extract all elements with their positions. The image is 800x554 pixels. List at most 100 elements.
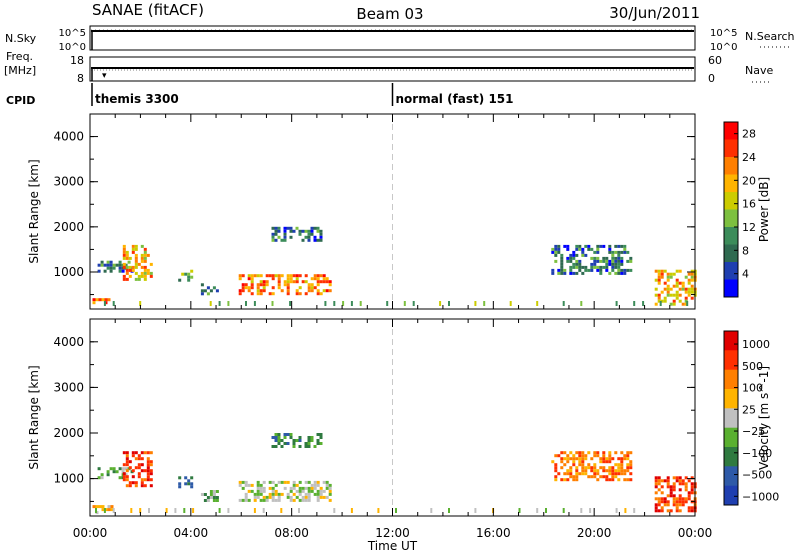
echo-cell <box>319 292 323 296</box>
echo-cell <box>322 280 326 284</box>
echo-cell <box>611 466 615 470</box>
echo-cell <box>626 469 630 473</box>
echo-cell <box>657 503 661 507</box>
echo-cell <box>617 463 621 467</box>
echo-cell <box>675 269 679 273</box>
echo-cell <box>629 268 633 272</box>
freq-tick-top: 18 <box>70 54 84 67</box>
echo-cell <box>292 483 296 487</box>
echo-cell <box>125 475 129 479</box>
echo-cell <box>608 244 612 248</box>
echo-cell <box>560 451 564 455</box>
echo-cell <box>687 509 691 513</box>
echo-cell <box>575 262 579 266</box>
echo-cell <box>280 274 284 278</box>
echo-cell <box>629 451 633 455</box>
echo-cell <box>581 457 585 461</box>
echo-cell <box>313 492 317 496</box>
echo-cell <box>325 280 329 284</box>
echo-cell <box>137 466 141 470</box>
echo-cell <box>310 289 314 293</box>
echo-cell <box>283 442 287 445</box>
echo-cell <box>681 281 685 285</box>
echo-cell <box>115 470 119 474</box>
echo-cell <box>92 298 96 302</box>
echo-cell <box>146 271 150 275</box>
echo-cell <box>620 469 624 473</box>
echo-cell <box>280 289 284 293</box>
echo-cell <box>554 244 558 248</box>
echo-cell <box>134 481 138 485</box>
echo-cell <box>690 287 694 291</box>
echo-cell <box>681 287 685 291</box>
echo-cell <box>298 232 302 236</box>
echo-cell <box>316 439 320 442</box>
echo-cell <box>608 250 612 254</box>
echo-cell <box>140 244 144 248</box>
echo-cell <box>575 265 579 269</box>
echo-cell <box>124 263 128 267</box>
echo-cell <box>316 289 320 293</box>
echo-cell <box>131 454 135 458</box>
echo-cell <box>268 486 272 490</box>
echo-cell <box>690 296 694 300</box>
date-title: 30/Jun/2011 <box>609 4 700 22</box>
y-tick-label: 1000 <box>53 265 84 279</box>
echo-cell <box>316 480 320 484</box>
echo-cell <box>672 482 676 486</box>
echo-cell <box>319 492 323 496</box>
echo-cell <box>212 499 216 502</box>
echo-cell <box>125 469 129 473</box>
colorbar-cell <box>724 244 738 263</box>
echo-cell <box>304 235 308 239</box>
echo-cell <box>274 489 278 493</box>
echo-cell <box>277 433 281 436</box>
echo-cell <box>575 259 579 263</box>
echo-cell <box>599 268 603 272</box>
echo-cell <box>125 460 129 464</box>
echo-cell <box>663 281 667 285</box>
echo-cell <box>304 480 308 484</box>
echo-cell <box>95 298 99 302</box>
echo-cell <box>259 283 263 287</box>
echo-cell <box>596 256 600 260</box>
echo-region <box>271 226 323 242</box>
echo-cell <box>250 274 254 278</box>
echo-cell <box>620 250 624 254</box>
echo-cell <box>620 259 624 263</box>
echo-cell <box>286 289 290 293</box>
echo-cell <box>554 253 558 257</box>
echo-cell <box>265 498 269 502</box>
echo-cell <box>146 460 150 464</box>
speckle-cell <box>642 301 645 306</box>
echo-cell <box>554 259 558 263</box>
echo-cell <box>617 253 621 257</box>
echo-cell <box>304 280 308 284</box>
echo-cell <box>593 472 597 476</box>
echo-cell <box>307 439 311 442</box>
echo-cell <box>557 268 561 272</box>
echo-cell <box>209 496 213 499</box>
echo-cell <box>295 277 299 281</box>
echo-cell <box>244 492 248 496</box>
echo-cell <box>125 253 129 257</box>
echo-cell <box>134 256 138 260</box>
speckle-cell <box>633 301 636 306</box>
echo-cell <box>593 469 597 473</box>
echo-cell <box>563 451 567 455</box>
echo-cell <box>104 298 108 302</box>
echo-cell <box>666 293 670 297</box>
echo-cell <box>295 489 299 493</box>
echo-cell <box>307 498 311 502</box>
echo-cell <box>304 495 308 499</box>
echo-cell <box>690 509 694 513</box>
echo-cell <box>137 274 141 278</box>
echo-cell <box>124 467 128 471</box>
echo-cell <box>560 478 564 482</box>
echo-cell <box>566 256 570 260</box>
echo-cell <box>283 232 287 236</box>
echo-cell <box>684 275 688 279</box>
echo-cell <box>617 259 621 263</box>
echo-cell <box>149 463 153 467</box>
echo-cell <box>131 247 135 251</box>
